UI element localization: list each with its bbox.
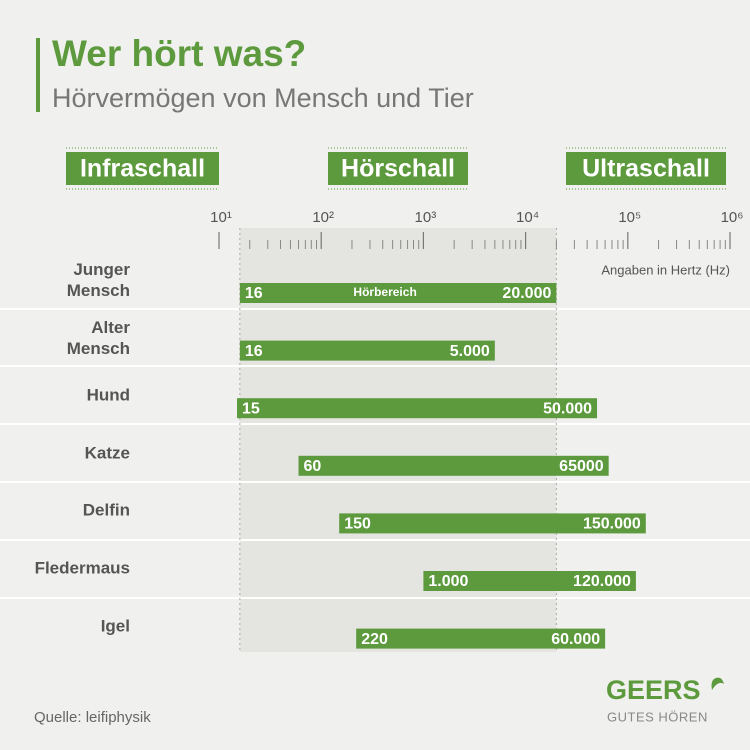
value-label: 150.000 — [583, 516, 641, 533]
brand-icon — [711, 677, 724, 690]
section-label: Ultraschall — [582, 155, 710, 183]
section-label: Infraschall — [80, 155, 205, 183]
source: Quelle: leifiphysik — [34, 709, 151, 726]
value-label: 150 — [344, 516, 371, 533]
range-bar — [356, 628, 606, 649]
range-bar — [236, 398, 598, 419]
category-label: Alter Mensch — [66, 317, 130, 358]
value-label: 16 — [245, 285, 263, 302]
value-label: 65000 — [559, 458, 604, 475]
category-label: Katze — [84, 443, 130, 463]
section-box — [66, 152, 219, 185]
section-box — [566, 152, 726, 185]
section-box — [328, 152, 468, 185]
value-label: 15 — [242, 400, 260, 417]
range-bar — [339, 513, 646, 534]
x-tick-label: 10¹ — [210, 209, 232, 226]
category-label: Junger Mensch — [66, 260, 130, 300]
value-label: 50.000 — [543, 400, 592, 417]
range-bar — [239, 283, 557, 303]
value-label: 120.000 — [573, 573, 631, 590]
value-label: 60 — [304, 458, 322, 475]
value-label: 20.000 — [502, 285, 551, 302]
accent-bar — [36, 38, 40, 112]
brand: GEERS — [606, 675, 701, 705]
x-tick-label: 10⁴ — [516, 209, 539, 226]
value-label: 5.000 — [450, 343, 490, 360]
category-label: Igel — [100, 616, 130, 636]
chart-title: Wer hört was? — [52, 33, 306, 74]
bar-annotation: Hörbereich — [353, 285, 416, 299]
value-label: 220 — [361, 631, 388, 648]
category-label: Hund — [86, 385, 130, 405]
value-label: 1.000 — [428, 573, 468, 590]
row-separators — [0, 308, 750, 599]
chart-subtitle: Hörvermögen von Mensch und Tier — [52, 83, 474, 113]
x-tick-label: 10⁵ — [618, 209, 641, 226]
value-label: 60.000 — [551, 631, 600, 648]
range-bar — [298, 455, 609, 476]
unit-note: Angaben in Hertz (Hz) — [601, 262, 730, 277]
x-tick-label: 10⁶ — [721, 209, 744, 226]
x-tick-label: 10³ — [415, 209, 437, 226]
range-bar — [239, 340, 495, 361]
range-bar — [423, 571, 636, 591]
value-label: 16 — [245, 343, 263, 360]
category-label: Fledermaus — [34, 558, 130, 578]
category-label: Delfin — [82, 500, 130, 520]
tagline: GUTES HÖREN — [607, 709, 708, 724]
x-tick-label: 10² — [312, 209, 334, 226]
section-label: Hörschall — [341, 155, 455, 183]
